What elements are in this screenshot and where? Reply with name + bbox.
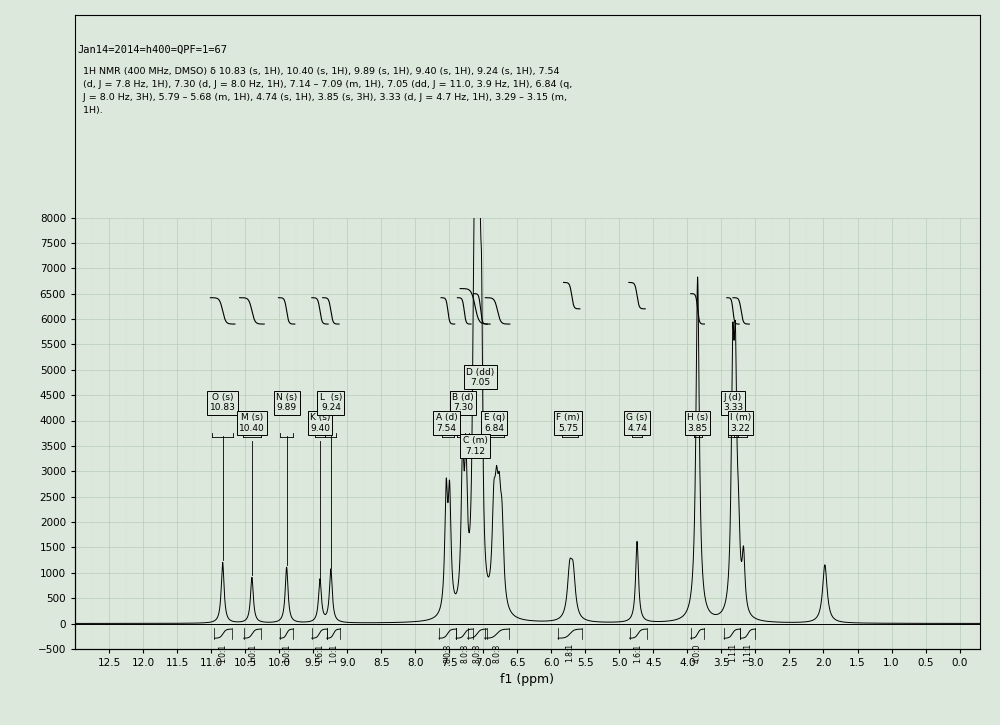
- Text: J (d)
3.33: J (d) 3.33: [723, 393, 743, 413]
- Text: 1.6:1: 1.6:1: [634, 643, 643, 663]
- Text: 1.1:1: 1.1:1: [728, 643, 737, 663]
- Text: 1.6:1: 1.6:1: [315, 643, 324, 663]
- Text: A (d)
7.54: A (d) 7.54: [436, 413, 457, 433]
- Text: N (s)
9.89: N (s) 9.89: [276, 393, 297, 413]
- Text: J = 8.0 Hz, 3H), 5.79 – 5.68 (m, 1H), 4.74 (s, 1H), 3.85 (s, 3H), 3.33 (d, J = 4: J = 8.0 Hz, 3H), 5.79 – 5.68 (m, 1H), 4.…: [77, 93, 567, 102]
- Text: G (s)
4.74: G (s) 4.74: [626, 413, 648, 433]
- Text: 8.0:8: 8.0:8: [492, 643, 501, 663]
- Text: E (q)
6.84: E (q) 6.84: [484, 413, 505, 433]
- X-axis label: f1 (ppm): f1 (ppm): [501, 674, 554, 687]
- Text: 1.0:1: 1.0:1: [218, 643, 227, 663]
- Text: I (m)
3.22: I (m) 3.22: [730, 413, 751, 433]
- Text: 1.1:1: 1.1:1: [743, 643, 752, 663]
- Text: L  (s)
9.24: L (s) 9.24: [320, 393, 342, 413]
- Text: 1H).: 1H).: [77, 106, 103, 115]
- Text: 1.0:1: 1.0:1: [329, 643, 338, 663]
- Text: O (s)
10.83: O (s) 10.83: [210, 393, 236, 413]
- Text: C (m)
7.12: C (m) 7.12: [463, 436, 488, 455]
- Text: 4.0:0: 4.0:0: [693, 643, 702, 663]
- Text: 8.0:8: 8.0:8: [443, 643, 452, 663]
- Text: 1H NMR (400 MHz, DMSO) δ 10.83 (s, 1H), 10.40 (s, 1H), 9.89 (s, 1H), 9.40 (s, 1H: 1H NMR (400 MHz, DMSO) δ 10.83 (s, 1H), …: [77, 67, 560, 75]
- Text: B (d)
7.30: B (d) 7.30: [452, 393, 474, 413]
- Text: F (m)
5.75: F (m) 5.75: [556, 413, 580, 433]
- Text: M (s)
10.40: M (s) 10.40: [239, 413, 265, 433]
- Text: Jan14=2014=h400=QPF=1=67: Jan14=2014=h400=QPF=1=67: [77, 45, 227, 55]
- Text: 1.8:1: 1.8:1: [566, 643, 575, 663]
- Text: 8.0:8: 8.0:8: [473, 643, 482, 663]
- Text: (d, J = 7.8 Hz, 1H), 7.30 (d, J = 8.0 Hz, 1H), 7.14 – 7.09 (m, 1H), 7.05 (dd, J : (d, J = 7.8 Hz, 1H), 7.30 (d, J = 8.0 Hz…: [77, 80, 572, 88]
- Text: 8.0:8: 8.0:8: [460, 643, 469, 663]
- Text: 1.0:1: 1.0:1: [248, 643, 257, 663]
- Text: K (s)
9.40: K (s) 9.40: [310, 413, 330, 433]
- Text: D (dd)
7.05: D (dd) 7.05: [466, 368, 495, 387]
- Text: 1.0:1: 1.0:1: [282, 643, 291, 663]
- Text: H (s)
3.85: H (s) 3.85: [687, 413, 708, 433]
